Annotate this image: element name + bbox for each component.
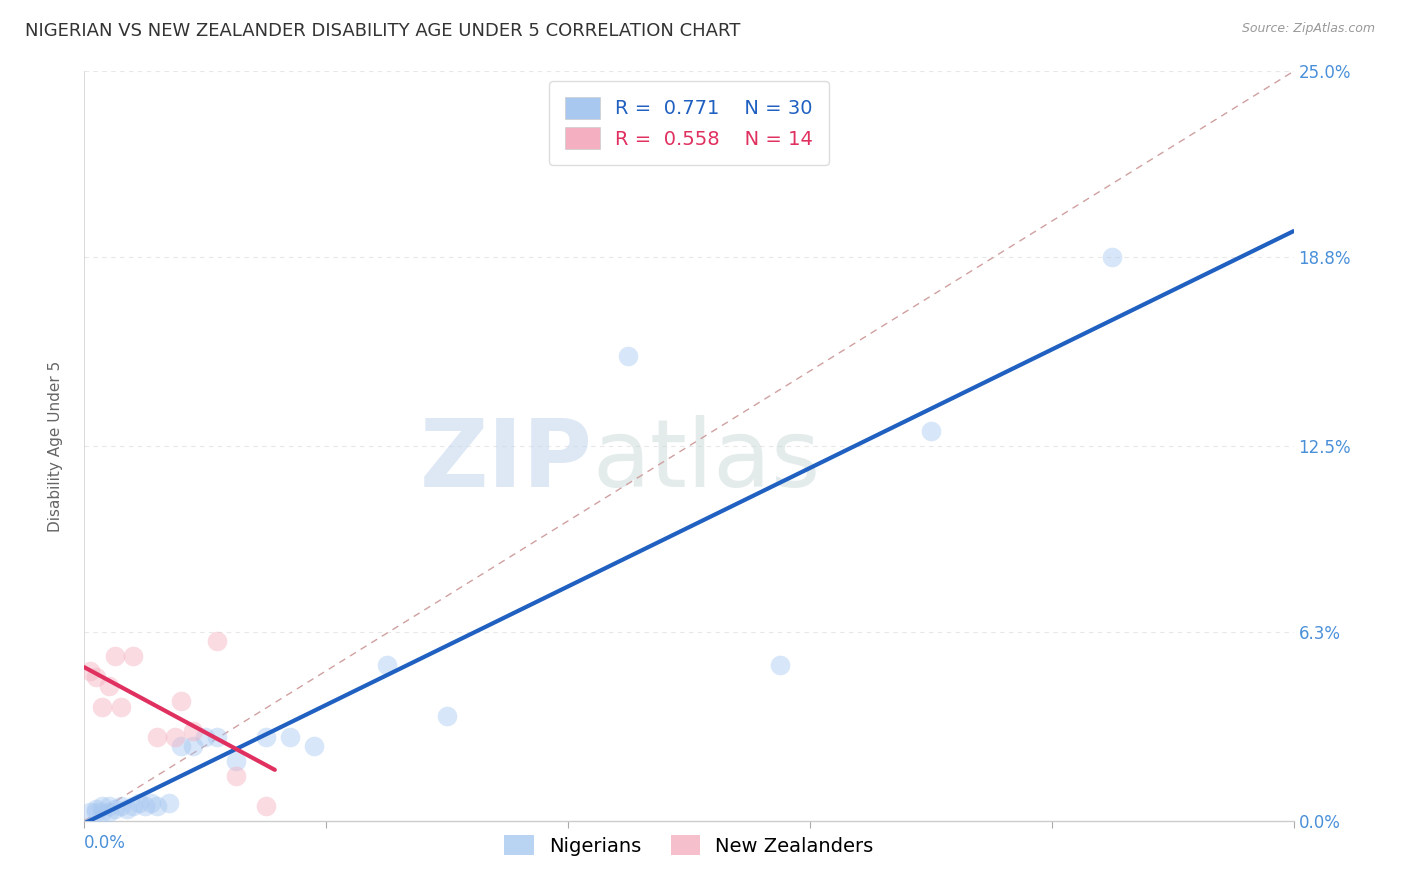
Point <box>110 699 132 714</box>
Point <box>146 798 169 813</box>
Point <box>91 699 114 714</box>
Y-axis label: Disability Age Under 5: Disability Age Under 5 <box>48 360 63 532</box>
Point <box>121 798 143 813</box>
Text: atlas: atlas <box>592 415 821 507</box>
Point <box>115 802 138 816</box>
Point <box>194 730 217 744</box>
Point <box>920 424 942 438</box>
Point <box>110 798 132 813</box>
Point <box>97 798 120 813</box>
Point <box>86 802 108 816</box>
Point <box>146 730 169 744</box>
Point <box>278 730 301 744</box>
Point <box>225 769 247 783</box>
Point <box>97 679 120 693</box>
Point <box>769 657 792 672</box>
Point <box>91 798 114 813</box>
Point <box>79 664 101 678</box>
Point <box>91 805 114 819</box>
Point <box>207 633 229 648</box>
Point <box>254 730 277 744</box>
Text: Source: ZipAtlas.com: Source: ZipAtlas.com <box>1241 22 1375 36</box>
Point <box>254 798 277 813</box>
Point <box>86 805 108 819</box>
Point <box>79 805 101 819</box>
Point <box>170 694 193 708</box>
Point <box>139 796 162 810</box>
Point <box>170 739 193 753</box>
Point <box>181 723 204 738</box>
Text: 0.0%: 0.0% <box>84 834 127 852</box>
Point <box>375 657 398 672</box>
Point <box>181 739 204 753</box>
Point <box>104 802 127 816</box>
Point <box>436 708 458 723</box>
Point <box>97 805 120 819</box>
Point <box>134 798 156 813</box>
Point <box>1101 250 1123 264</box>
Legend: Nigerians, New Zealanders: Nigerians, New Zealanders <box>496 827 882 863</box>
Point <box>121 648 143 663</box>
Point <box>302 739 325 753</box>
Point <box>207 730 229 744</box>
Text: NIGERIAN VS NEW ZEALANDER DISABILITY AGE UNDER 5 CORRELATION CHART: NIGERIAN VS NEW ZEALANDER DISABILITY AGE… <box>25 22 741 40</box>
Point <box>225 754 247 768</box>
Text: ZIP: ZIP <box>419 415 592 507</box>
Point <box>104 648 127 663</box>
Point <box>165 730 187 744</box>
Point <box>128 796 150 810</box>
Point <box>86 670 108 684</box>
Point <box>157 796 180 810</box>
Point <box>617 349 640 363</box>
